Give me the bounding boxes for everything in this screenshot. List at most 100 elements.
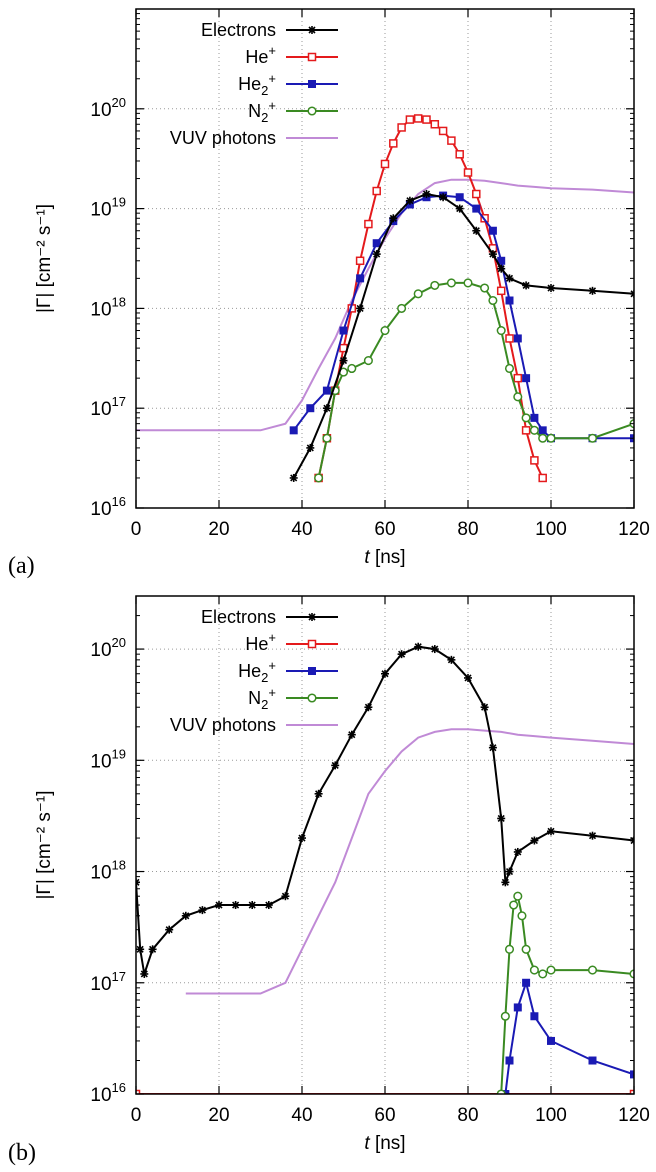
legend-label-vuv-photons: VUV photons bbox=[170, 128, 276, 148]
data-point bbox=[505, 867, 514, 876]
panel-label-b: (b) bbox=[8, 1140, 36, 1166]
data-point bbox=[372, 239, 381, 248]
y-tick-label: 1019 bbox=[90, 746, 126, 772]
data-point bbox=[140, 969, 149, 978]
data-point bbox=[413, 114, 423, 123]
data-point bbox=[298, 834, 306, 843]
data-point bbox=[455, 193, 464, 202]
data-point bbox=[522, 374, 531, 383]
x-axis-label: t [ns] bbox=[364, 547, 405, 568]
chart-panel-b: 0 20 40 60 80 100 120 1016 1017 1018 1019 1020 t [ns… bbox=[34, 595, 650, 1154]
data-point bbox=[380, 159, 390, 169]
data-point bbox=[306, 404, 315, 413]
y-tick-label: 1017 bbox=[90, 969, 126, 995]
data-point bbox=[488, 295, 498, 306]
legend-label-electrons: Electrons bbox=[201, 607, 276, 627]
data-point bbox=[447, 655, 456, 664]
data-point bbox=[430, 645, 439, 654]
data-point bbox=[521, 426, 531, 435]
series-electrons bbox=[289, 190, 634, 482]
series-he2 bbox=[501, 978, 634, 1094]
data-point bbox=[430, 120, 440, 129]
data-point bbox=[372, 186, 381, 196]
data-point bbox=[322, 404, 331, 413]
data-point bbox=[530, 413, 539, 422]
data-point bbox=[538, 473, 547, 483]
series-electrons bbox=[136, 642, 634, 978]
data-point bbox=[314, 789, 323, 798]
x-tick-label: 120 bbox=[618, 519, 650, 540]
legend-label-heplus: He+ bbox=[245, 630, 276, 654]
x-axis-label: t [ns] bbox=[364, 1133, 405, 1154]
legend-marker bbox=[307, 693, 317, 703]
legend-marker bbox=[308, 26, 316, 34]
legend-label-heplus: He+ bbox=[245, 43, 276, 67]
data-point bbox=[488, 743, 497, 752]
data-point bbox=[505, 334, 514, 343]
data-point bbox=[289, 426, 298, 435]
data-point bbox=[629, 969, 634, 979]
data-point bbox=[381, 669, 389, 678]
data-point bbox=[181, 911, 190, 920]
data-point bbox=[397, 123, 406, 132]
series-vuv-photons bbox=[185, 728, 634, 995]
y-tick-label: 1020 bbox=[90, 635, 126, 661]
data-point bbox=[547, 827, 555, 836]
y-tick-label: 1017 bbox=[90, 394, 126, 420]
data-point bbox=[504, 363, 515, 374]
data-point bbox=[538, 433, 548, 443]
data-point bbox=[148, 945, 157, 954]
legend-label-n2plus: N2+ bbox=[248, 685, 276, 712]
data-point bbox=[513, 334, 522, 343]
data-point bbox=[414, 642, 423, 651]
data-point bbox=[248, 901, 257, 910]
series-he2 bbox=[289, 191, 634, 443]
data-point bbox=[356, 274, 365, 283]
data-point bbox=[513, 847, 522, 856]
data-point bbox=[505, 1056, 514, 1065]
data-point bbox=[588, 286, 597, 295]
data-point bbox=[472, 189, 481, 199]
data-point bbox=[281, 892, 290, 901]
legend-marker bbox=[307, 639, 317, 649]
data-point bbox=[547, 284, 555, 293]
data-point bbox=[530, 836, 539, 845]
data-point bbox=[372, 250, 381, 259]
data-point bbox=[538, 969, 548, 979]
x-tick-label: 60 bbox=[374, 519, 395, 540]
data-point bbox=[509, 900, 519, 910]
data-point bbox=[380, 325, 390, 336]
data-point bbox=[463, 168, 473, 177]
data-point bbox=[521, 944, 531, 954]
y-tick-label: 1016 bbox=[90, 494, 126, 520]
data-point bbox=[198, 906, 207, 915]
grid bbox=[136, 596, 634, 1094]
data-point bbox=[513, 392, 523, 402]
data-point bbox=[364, 219, 373, 229]
data-point bbox=[215, 901, 223, 910]
y-axis: 1016 1017 1018 1019 1020 bbox=[90, 13, 634, 520]
data-point bbox=[389, 139, 398, 148]
series-line-electrons bbox=[292, 192, 634, 479]
data-point bbox=[522, 281, 531, 290]
legend-marker bbox=[307, 106, 317, 116]
y-tick-label: 1016 bbox=[90, 1080, 126, 1106]
data-point bbox=[405, 115, 415, 124]
data-point bbox=[363, 356, 373, 366]
x-tick-label: 0 bbox=[131, 519, 142, 540]
data-point bbox=[463, 278, 473, 288]
data-point bbox=[314, 473, 324, 483]
data-point bbox=[488, 250, 497, 259]
data-point bbox=[530, 456, 539, 465]
data-point bbox=[547, 1036, 555, 1045]
y-axis-label: |Γ| [cm⁻² s⁻¹] bbox=[34, 791, 55, 900]
data-point bbox=[530, 1012, 539, 1021]
data-point bbox=[389, 214, 398, 223]
x-tick-label: 80 bbox=[457, 519, 478, 540]
data-point bbox=[306, 443, 315, 452]
legend-marker bbox=[308, 80, 316, 88]
data-point bbox=[455, 204, 464, 213]
data-point bbox=[588, 831, 597, 840]
data-point bbox=[439, 193, 448, 202]
